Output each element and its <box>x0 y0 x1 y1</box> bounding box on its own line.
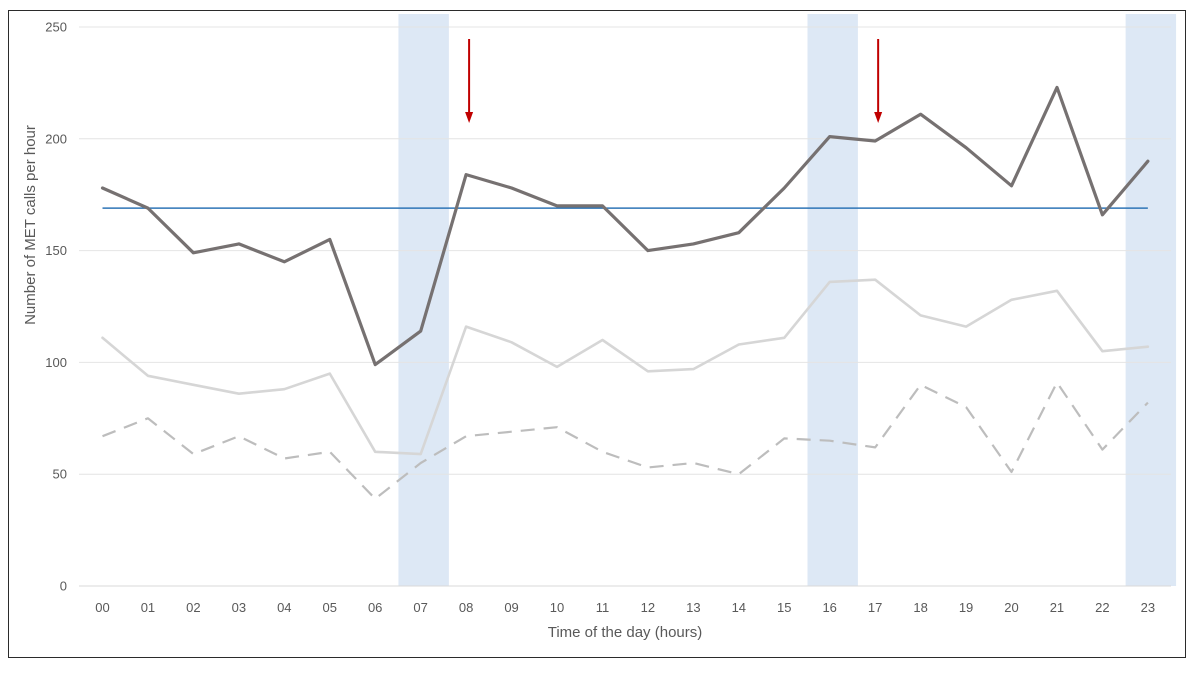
x-tick-label: 20 <box>1004 600 1018 615</box>
x-tick-label: 04 <box>277 600 291 615</box>
y-axis-ticks: 0 50 100 150 200 250 <box>45 20 67 594</box>
y-tick-label: 50 <box>53 467 67 482</box>
y-tick-label: 200 <box>45 131 67 146</box>
y-axis-title: Number of MET calls per hour <box>22 125 39 325</box>
shaded-bands <box>398 14 1177 586</box>
series-group <box>100 85 1150 500</box>
x-tick-label: 22 <box>1095 600 1109 615</box>
shaded-band-23 <box>1125 14 1177 586</box>
x-tick-label: 15 <box>777 600 791 615</box>
y-tick-label: 150 <box>45 243 67 258</box>
x-tick-label: 00 <box>95 600 109 615</box>
x-axis-ticks: 00 01 02 03 04 05 06 07 08 09 10 11 12 13 14 15 16 17 18 19… <box>95 600 1155 615</box>
x-tick-label: 07 <box>413 600 427 615</box>
x-tick-label: 23 <box>1141 600 1155 615</box>
x-tick-label: 05 <box>323 600 337 615</box>
series-line-0 <box>100 85 1150 367</box>
x-tick-label: 03 <box>232 600 246 615</box>
x-tick-label: 21 <box>1050 600 1064 615</box>
arrow-head-17 <box>874 112 883 123</box>
x-tick-label: 13 <box>686 600 700 615</box>
shaded-band-07 <box>398 14 449 586</box>
x-tick-label: 17 <box>868 600 882 615</box>
x-tick-label: 06 <box>368 600 382 615</box>
series-line-2 <box>102 381 1149 500</box>
arrow-annotations <box>465 39 883 123</box>
line-chart: 0 50 100 150 200 250 00 01 02 03 04 05 06 07 08 09 10 11… <box>22 14 1177 641</box>
x-tick-label: 09 <box>504 600 518 615</box>
x-tick-label: 14 <box>732 600 746 615</box>
arrow-head-08 <box>465 112 474 123</box>
x-tick-label: 19 <box>959 600 973 615</box>
y-tick-label: 100 <box>45 355 67 370</box>
series-line-1 <box>101 278 1150 456</box>
x-axis-title: Time of the day (hours) <box>548 624 703 641</box>
x-tick-label: 11 <box>596 600 610 615</box>
x-tick-label: 02 <box>186 600 200 615</box>
x-tick-label: 10 <box>550 600 564 615</box>
gridlines <box>79 26 1171 587</box>
x-tick-label: 01 <box>141 600 155 615</box>
y-tick-label: 0 <box>60 579 67 594</box>
x-tick-label: 08 <box>459 600 473 615</box>
x-tick-label: 18 <box>913 600 927 615</box>
y-tick-label: 250 <box>45 20 67 35</box>
x-tick-label: 16 <box>822 600 836 615</box>
x-tick-label: 12 <box>641 600 655 615</box>
chart-frame: 0 50 100 150 200 250 00 01 02 03 04 05 06 07 08 09 10 11… <box>8 10 1186 658</box>
